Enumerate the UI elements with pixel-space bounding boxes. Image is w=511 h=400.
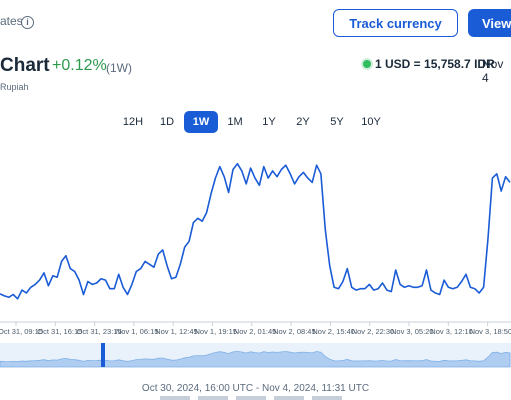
x-tick-label: Nov 1, 12:45	[155, 327, 198, 336]
x-tick-label: Oct 31, 23:15	[77, 327, 122, 336]
footer-hidden-text	[160, 396, 350, 400]
series-line	[0, 162, 511, 300]
date-range-label: Oct 30, 2024, 16:00 UTC - Nov 4, 2024, 1…	[141, 383, 370, 394]
x-tick-label: Nov 3, 05:20	[391, 327, 434, 336]
period-1d[interactable]: 1D	[159, 116, 175, 128]
period-1m[interactable]: 1M	[227, 116, 243, 128]
info-icon[interactable]: i	[21, 16, 34, 29]
rate-date: Nov 4	[482, 57, 504, 85]
x-tick-label: Oct 31, 09:15	[0, 327, 43, 336]
x-tick-label: Nov 3, 18:50	[470, 327, 511, 336]
period-1w[interactable]: 1W	[184, 111, 218, 133]
x-tick-label: Nov 3, 12:10	[430, 327, 473, 336]
period-10y[interactable]: 10Y	[361, 116, 381, 128]
x-tick-label: Nov 2, 01:45	[234, 327, 277, 336]
chart-title: Chart	[0, 55, 50, 76]
change-range: (1W)	[106, 61, 132, 75]
navigator-area	[0, 350, 511, 368]
period-1y[interactable]: 1Y	[262, 116, 276, 128]
x-tick-label: Nov 1, 06:15	[116, 327, 159, 336]
x-tick-label: Nov 2, 22:30	[352, 327, 395, 336]
x-tick-label: Nov 2, 15:40	[312, 327, 355, 336]
navigator-handle	[101, 343, 105, 367]
period-selector: 12H 1D 1W 1M 1Y 2Y 5Y 10Y	[116, 111, 388, 133]
range-navigator[interactable]	[0, 343, 511, 371]
live-indicator-icon	[363, 60, 371, 68]
period-5y[interactable]: 5Y	[330, 116, 344, 128]
x-tick-label: Nov 1, 19:15	[195, 327, 238, 336]
x-tick-label: Oct 31, 16:15	[37, 327, 82, 336]
change-percent: +0.12%	[52, 57, 107, 74]
topbar-note: ates	[0, 14, 23, 28]
track-currency-button[interactable]: Track currency	[333, 9, 458, 37]
period-12h[interactable]: 12H	[122, 116, 144, 128]
period-2y[interactable]: 2Y	[296, 116, 310, 128]
x-tick-label: Nov 2, 08:45	[273, 327, 316, 336]
currency-subtitle: Rupiah	[0, 82, 29, 92]
view-button[interactable]: View	[468, 9, 511, 37]
current-rate: 1 USD = 15,758.7 IDR	[375, 57, 495, 71]
